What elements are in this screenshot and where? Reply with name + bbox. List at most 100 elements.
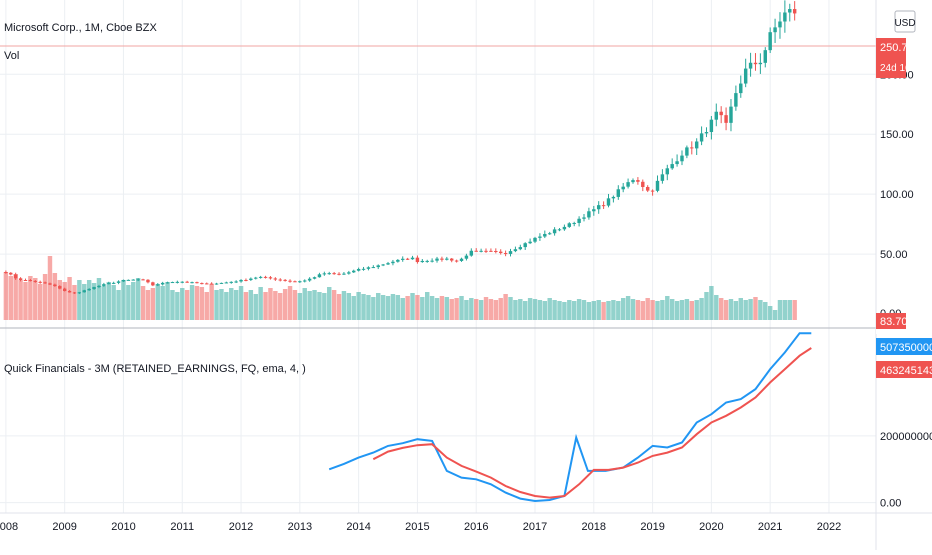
candle-body	[410, 257, 415, 260]
candle-body	[258, 276, 263, 278]
price-tick-label: 50.00	[880, 249, 908, 261]
volume-bar	[23, 282, 28, 320]
candle-body	[48, 283, 52, 285]
blue-series-badge: 50735000000.00	[876, 338, 932, 355]
volume-bar	[483, 297, 489, 320]
volume-bar	[361, 294, 366, 320]
candle-body	[783, 12, 787, 22]
volume-bar	[733, 301, 739, 320]
candle-body	[680, 155, 684, 162]
indicator-tick-label: 0.00	[880, 498, 901, 510]
volume-bar	[792, 300, 797, 320]
volume-bar	[567, 300, 572, 320]
indicator-lines	[328, 332, 812, 503]
volume-bar	[601, 302, 606, 320]
volume-bar	[126, 285, 131, 320]
candle-body	[4, 271, 8, 273]
volume-bar	[175, 292, 180, 320]
candle-body	[690, 147, 694, 149]
volume-bar	[287, 286, 293, 320]
candle-body	[675, 161, 679, 165]
time-tick-label: 2017	[523, 521, 547, 533]
volume-bar	[52, 273, 58, 320]
candle-body	[729, 106, 733, 123]
candle-body	[38, 281, 42, 283]
volume-bar	[150, 288, 156, 320]
volume-bar	[57, 280, 62, 320]
candle-body	[567, 223, 572, 227]
time-tick-label: 2019	[640, 521, 664, 533]
candle-body	[753, 62, 758, 65]
candle-body	[592, 209, 596, 212]
time-axis[interactable]: 2008 2009 2010 2011 2012 2013 2014 2015 2016 2017…	[0, 521, 841, 533]
countdown-value: 24d 16h	[880, 63, 916, 74]
volume-value: 83.709M	[880, 316, 923, 328]
candle-body	[195, 282, 199, 284]
volume-bar	[513, 300, 518, 320]
volume-bar	[714, 295, 719, 320]
volume-bar	[635, 300, 641, 320]
volume-bar	[679, 300, 685, 320]
volume-bar	[194, 286, 200, 320]
candle-body	[352, 270, 356, 273]
volume-bar	[709, 286, 714, 320]
last-price-badge: 250.79 24d 16h	[876, 38, 916, 78]
candle-body	[87, 288, 91, 291]
candlestick-series	[4, 0, 797, 295]
volume-bar	[420, 297, 425, 320]
volume-bar	[464, 300, 469, 320]
time-tick-label: 2008	[0, 521, 18, 533]
candle-body	[734, 93, 738, 107]
candle-body	[557, 229, 562, 231]
volume-bar	[743, 300, 748, 320]
grid-lines	[0, 0, 876, 513]
candle-body	[660, 174, 665, 181]
candle-body	[420, 260, 425, 263]
candle-body	[543, 233, 547, 237]
candle-body	[788, 9, 792, 13]
volume-bar	[214, 290, 219, 320]
candle-body	[185, 281, 189, 283]
time-tick-label: 2014	[346, 521, 370, 533]
main-chart-title: Microsoft Corp., 1M, Cboe BZX	[4, 22, 157, 34]
candle-body	[450, 258, 454, 261]
last-price-value: 250.79	[880, 42, 914, 54]
volume-bar	[591, 301, 597, 320]
candle-body	[386, 263, 390, 265]
candle-body	[606, 198, 611, 206]
time-tick-label: 2016	[464, 521, 488, 533]
volume-bar	[248, 290, 254, 320]
volume-bar	[336, 294, 342, 320]
volume-bar	[253, 294, 258, 320]
volume-bar	[763, 302, 768, 320]
volume-bar	[224, 292, 229, 320]
candle-body	[714, 111, 718, 120]
volume-bar	[317, 292, 322, 320]
volume-bar	[160, 286, 165, 320]
candle-body	[322, 273, 327, 275]
candle-body	[699, 133, 704, 142]
volume-bar	[346, 293, 352, 320]
candle-body	[489, 250, 493, 252]
time-tick-label: 2020	[699, 521, 723, 533]
candle-body	[312, 277, 317, 279]
volume-bar	[689, 301, 694, 320]
volume-bar	[204, 292, 209, 320]
candle-body	[234, 281, 238, 283]
candle-body	[347, 272, 351, 274]
volume-bar	[91, 283, 97, 320]
volume-bar	[449, 299, 454, 320]
last-price-badge-bg	[876, 38, 906, 78]
indicator-axis[interactable]: 2000000000.00 0.00	[880, 431, 932, 510]
volume-bar	[474, 299, 479, 320]
volume-bar	[508, 297, 513, 320]
candle-body	[704, 132, 709, 134]
time-tick-label: 2010	[111, 521, 135, 533]
volume-bar	[233, 290, 239, 320]
candle-body	[479, 250, 483, 252]
currency-button[interactable]: USD	[894, 10, 916, 33]
candle-body	[513, 249, 518, 252]
volume-bar	[47, 256, 53, 320]
